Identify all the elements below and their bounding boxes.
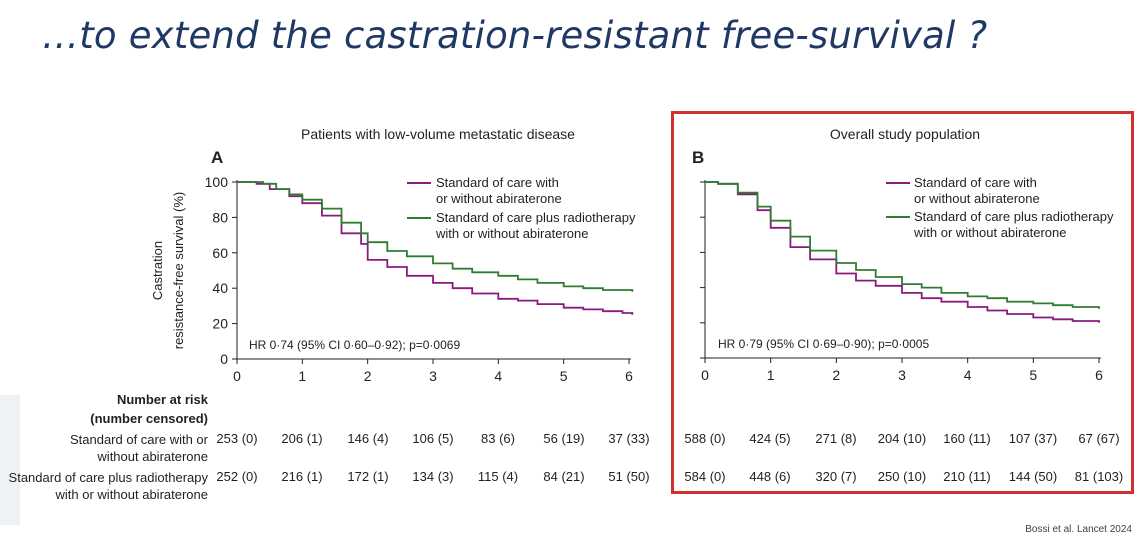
panel-b-legend-label-line2: with or without abiraterone xyxy=(913,225,1066,240)
panel-a-ylabel-line1: Castration xyxy=(150,241,165,300)
risk-row1-label-line1: Standard of care with or xyxy=(69,432,208,447)
risk-cell-panel-a-row2: 51 (50) xyxy=(608,469,650,484)
highlight-box-overall xyxy=(671,111,1134,494)
panel-a-x-tick-label: 0 xyxy=(233,368,241,384)
risk-cell-panel-a-row1: 206 (1) xyxy=(281,431,323,446)
risk-row2-label-line2: with or without abiraterone xyxy=(55,487,208,502)
panel-b-series-soc-line xyxy=(705,181,1100,323)
panel-b-x-tick-label: 3 xyxy=(898,367,906,383)
panel-a-y-tick-label: 40 xyxy=(212,280,228,296)
risk-cell-panel-b-row2: 448 (6) xyxy=(749,469,791,484)
risk-cell-panel-b-row1: 424 (5) xyxy=(749,431,791,446)
side-decoration xyxy=(0,395,20,525)
panel-b-legend-label-line1: Standard of care with xyxy=(914,175,1037,190)
panel-a-x-tick-label: 1 xyxy=(298,368,306,384)
risk-cell-panel-a-row1: 83 (6) xyxy=(481,431,515,446)
risk-cell-panel-b-row1: 271 (8) xyxy=(815,431,857,446)
panel-b-legend-label-line1: Standard of care plus radiotherapy xyxy=(914,209,1114,224)
slide-title: …to extend the castration-resistant free… xyxy=(42,14,988,57)
risk-cell-panel-a-row2: 252 (0) xyxy=(216,469,258,484)
panel-a-x-tick-label: 4 xyxy=(494,368,502,384)
risk-cell-panel-a-row2: 216 (1) xyxy=(281,469,323,484)
risk-cell-panel-a-row2: 115 (4) xyxy=(477,469,519,484)
panel-a-x-tick-label: 5 xyxy=(560,368,568,384)
risk-cell-panel-a-row1: 37 (33) xyxy=(608,431,650,446)
panel-b-x-tick-label: 0 xyxy=(701,367,709,383)
panel-b-letter: B xyxy=(692,148,704,167)
risk-cell-panel-a-row2: 84 (21) xyxy=(543,469,585,484)
risk-table-header: Number at risk xyxy=(116,392,208,407)
panel-a-x-tick-label: 6 xyxy=(625,368,633,384)
panel-a-legend-label-line2: with or without abiraterone xyxy=(435,226,588,241)
risk-cell-panel-a-row2: 134 (3) xyxy=(412,469,454,484)
panel-b-x-tick-label: 1 xyxy=(767,367,775,383)
risk-table-subheader: (number censored) xyxy=(90,411,208,426)
risk-cell-panel-b-row1: 204 (10) xyxy=(877,431,927,446)
risk-cell-panel-a-row1: 253 (0) xyxy=(216,431,258,446)
risk-cell-panel-b-row2: 250 (10) xyxy=(877,469,927,484)
panel-b-x-tick-label: 4 xyxy=(964,367,972,383)
risk-cell-panel-b-row2: 320 (7) xyxy=(815,469,857,484)
risk-cell-panel-b-row1: 588 (0) xyxy=(684,431,726,446)
panel-a-letter: A xyxy=(211,148,223,167)
panel-a-ylabel-line2: resistance-free survival (%) xyxy=(171,192,186,350)
panel-a-y-tick-label: 60 xyxy=(212,245,228,261)
panel-a-hr-annotation: HR 0·74 (95% CI 0·60–0·92); p=0·0069 xyxy=(249,338,460,352)
panel-a-y-tick-label: 0 xyxy=(220,351,228,367)
panel-a-series-soc-line xyxy=(237,181,634,315)
risk-cell-panel-a-row2: 172 (1) xyxy=(347,469,389,484)
panel-b-title: Overall study population xyxy=(830,126,980,142)
panel-a-y-tick-label: 20 xyxy=(212,316,228,332)
panel-a-legend-label-line2: or without abiraterone xyxy=(436,191,562,206)
panel-a-y-tick-label: 80 xyxy=(212,209,228,225)
panel-a-x-tick-label: 3 xyxy=(429,368,437,384)
panel-a-legend-label-line1: Standard of care plus radiotherapy xyxy=(436,210,636,225)
panel-a-series-rt-line xyxy=(237,181,634,292)
risk-cell-panel-b-row2: 144 (50) xyxy=(1008,469,1058,484)
panel-a-y-tick-label: 100 xyxy=(205,174,229,190)
risk-cell-panel-b-row1: 107 (37) xyxy=(1008,431,1058,446)
risk-cell-panel-a-row1: 146 (4) xyxy=(347,431,389,446)
risk-row1-label-line2: without abiraterone xyxy=(97,449,208,464)
risk-cell-panel-a-row1: 56 (19) xyxy=(543,431,585,446)
risk-cell-panel-b-row2: 81 (103) xyxy=(1074,469,1124,484)
risk-cell-panel-b-row2: 210 (11) xyxy=(943,469,991,484)
panel-a-title: Patients with low-volume metastatic dise… xyxy=(301,126,575,142)
risk-cell-panel-b-row1: 67 (67) xyxy=(1078,431,1120,446)
panel-b-x-tick-label: 5 xyxy=(1029,367,1037,383)
citation: Bossi et al. Lancet 2024 xyxy=(1025,524,1132,535)
panel-a-x-tick-label: 2 xyxy=(364,368,372,384)
panel-b-x-tick-label: 2 xyxy=(832,367,840,383)
panel-a-legend-label-line1: Standard of care with xyxy=(436,175,559,190)
risk-cell-panel-a-row1: 106 (5) xyxy=(412,431,454,446)
risk-cell-panel-b-row2: 584 (0) xyxy=(684,469,726,484)
panel-b-series-rt-line xyxy=(705,181,1100,309)
panel-b-legend-label-line2: or without abiraterone xyxy=(914,191,1040,206)
risk-cell-panel-b-row1: 160 (11) xyxy=(943,431,991,446)
panel-b-hr-annotation: HR 0·79 (95% CI 0·69–0·90); p=0·0005 xyxy=(718,337,929,351)
panel-b-x-tick-label: 6 xyxy=(1095,367,1103,383)
risk-row2-label-line1: Standard of care plus radiotherapy xyxy=(8,470,208,485)
